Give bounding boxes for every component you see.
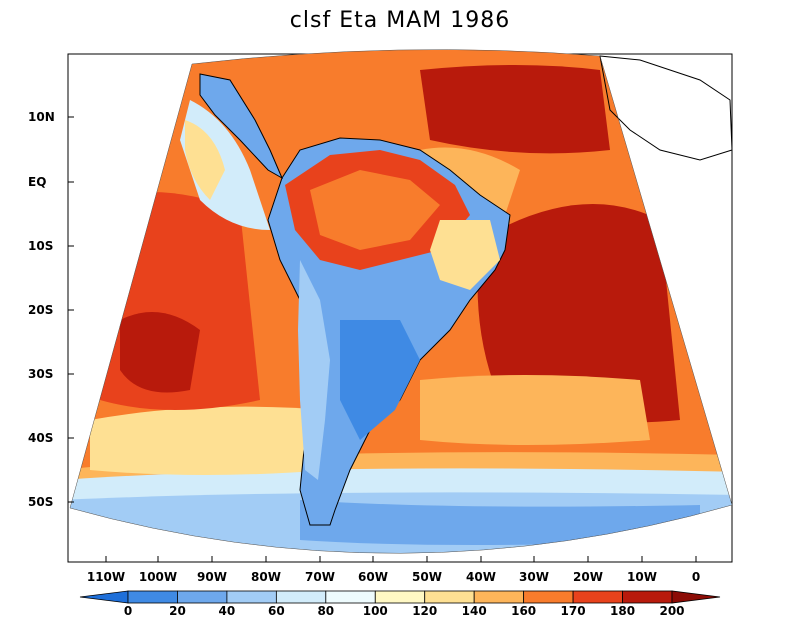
colorbar-label: 140 xyxy=(461,604,487,618)
colorbar-label: 40 xyxy=(218,604,236,618)
colorbar-segment xyxy=(622,590,673,604)
lon-label-90w: 90W xyxy=(197,570,227,584)
lat-label-50s: 50S xyxy=(28,495,54,509)
field-atlantic-orange xyxy=(420,375,650,445)
field-atlantic-south-red xyxy=(477,204,680,423)
lon-label-60w: 60W xyxy=(358,570,388,584)
colorbar-segment xyxy=(325,590,376,604)
precip-field xyxy=(70,49,732,554)
colorbar-extend-high xyxy=(671,590,721,604)
lon-label-50w: 50W xyxy=(412,570,442,584)
colorbar-segment xyxy=(424,590,475,604)
colorbar-segment xyxy=(473,590,525,604)
colorbar-segment xyxy=(127,590,178,604)
colorbar-label: 60 xyxy=(268,604,285,618)
field-atlantic-north-red xyxy=(420,65,610,154)
southern-cone-blue xyxy=(340,320,420,440)
lat-label-20s: 20S xyxy=(28,303,54,317)
lon-label-100w: 100W xyxy=(138,570,178,584)
lat-label-10n: 10N xyxy=(28,110,55,124)
axis-ticks xyxy=(68,116,697,562)
colorbar xyxy=(79,590,721,604)
field-pacific-yellow xyxy=(90,406,330,475)
colorbar-extend-low xyxy=(79,590,129,604)
lat-label-10s: 10S xyxy=(28,239,54,253)
colorbar-label: 100 xyxy=(362,604,388,618)
lat-label-eq: EQ xyxy=(28,175,47,189)
colorbar-segment xyxy=(275,590,327,604)
central-america-land xyxy=(199,73,284,180)
brazil-yellow xyxy=(430,220,500,290)
field-band-mid-blue xyxy=(300,500,700,545)
colorbar-label: 170 xyxy=(560,604,586,618)
lat-label-40s: 40S xyxy=(28,431,54,445)
lon-label-10w: 10W xyxy=(627,570,657,584)
colorbar-label: 20 xyxy=(169,604,186,618)
colorbar-label: 200 xyxy=(659,604,685,618)
lon-label-80w: 80W xyxy=(251,570,281,584)
lon-label-110w: 110W xyxy=(86,570,126,584)
colorbar-label: 120 xyxy=(412,604,438,618)
colorbar-label: 80 xyxy=(317,604,335,618)
colorbar-label: 160 xyxy=(511,604,537,618)
lon-label-30w: 30W xyxy=(519,570,549,584)
domain-outline xyxy=(69,49,733,554)
africa-coastline xyxy=(599,55,733,161)
colorbar-segment xyxy=(177,590,228,604)
field-pacific-red xyxy=(120,312,200,393)
lat-label-30s: 30S xyxy=(28,367,54,381)
lon-label-0: 0 xyxy=(691,570,701,584)
colorbar-segment xyxy=(374,590,426,604)
lon-label-20w: 20W xyxy=(573,570,603,584)
colorbar-segment xyxy=(572,590,623,604)
map-title: clsf Eta MAM 1986 xyxy=(289,8,511,33)
colorbar-label: 0 xyxy=(123,604,133,618)
colorbar-segment xyxy=(523,590,574,604)
field-eq-pacific-yellow xyxy=(185,120,225,200)
amazon-orange xyxy=(310,170,440,250)
colorbar-label: 180 xyxy=(610,604,636,618)
colorbar-segment xyxy=(226,590,277,604)
lon-label-70w: 70W xyxy=(305,570,335,584)
andes-light-blue xyxy=(298,260,330,480)
lon-label-40w: 40W xyxy=(466,570,496,584)
